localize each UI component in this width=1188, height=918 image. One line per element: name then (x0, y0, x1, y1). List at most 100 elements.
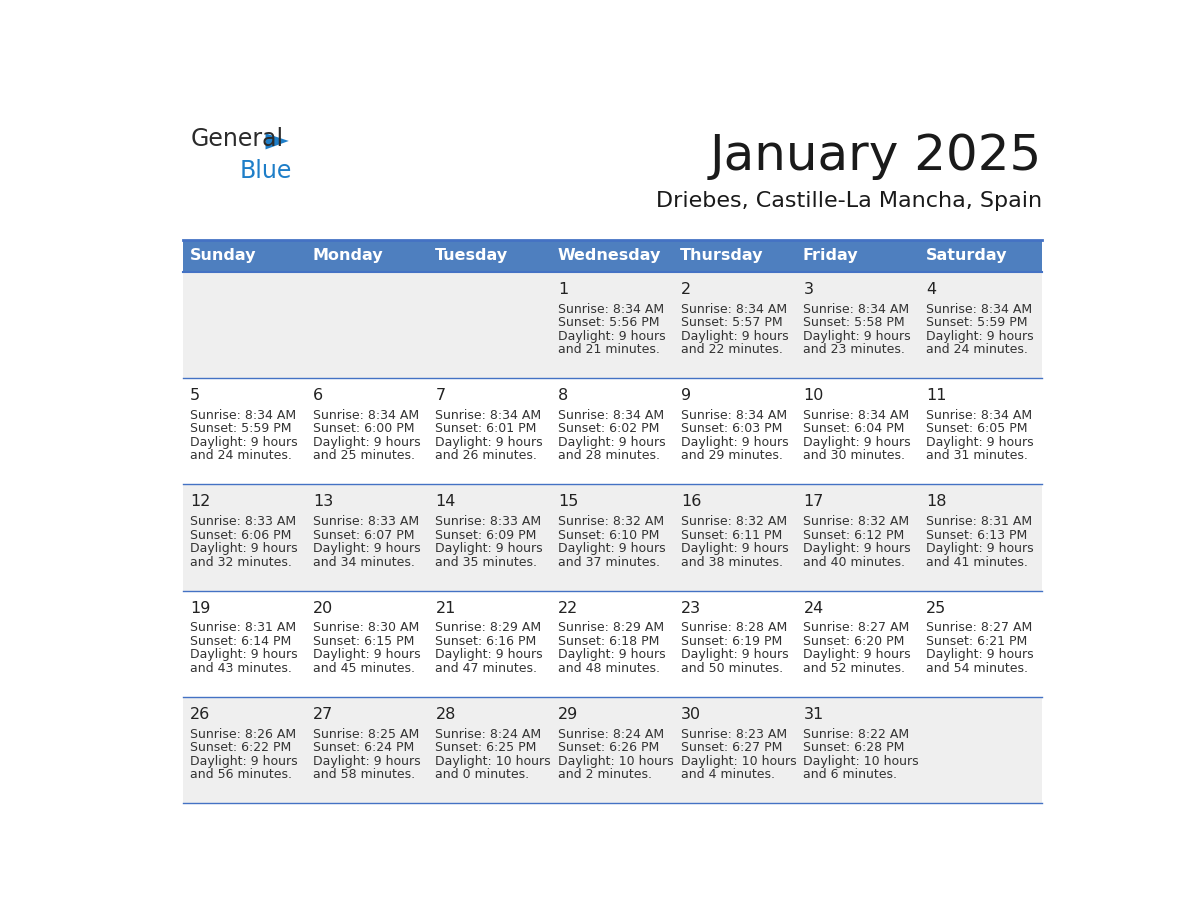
Text: Daylight: 9 hours: Daylight: 9 hours (312, 648, 421, 661)
Text: 22: 22 (558, 600, 579, 616)
Text: 17: 17 (803, 495, 823, 509)
Bar (797, 378, 920, 485)
Text: Saturday: Saturday (925, 248, 1007, 263)
Text: Sunset: 6:22 PM: Sunset: 6:22 PM (190, 741, 291, 755)
Text: Daylight: 10 hours: Daylight: 10 hours (681, 755, 796, 767)
Bar (183, 590, 307, 697)
Bar (920, 240, 1042, 272)
Text: Daylight: 9 hours: Daylight: 9 hours (803, 648, 911, 661)
Text: 3: 3 (803, 282, 814, 297)
Text: Daylight: 9 hours: Daylight: 9 hours (681, 648, 789, 661)
Bar (797, 697, 920, 803)
Text: Sunrise: 8:32 AM: Sunrise: 8:32 AM (681, 515, 786, 528)
Text: 23: 23 (681, 600, 701, 616)
Bar (797, 272, 920, 378)
Text: Daylight: 9 hours: Daylight: 9 hours (927, 543, 1034, 555)
Text: Daylight: 9 hours: Daylight: 9 hours (558, 648, 665, 661)
Text: Sunset: 6:02 PM: Sunset: 6:02 PM (558, 422, 659, 435)
Text: Sunrise: 8:30 AM: Sunrise: 8:30 AM (312, 621, 419, 634)
Text: and 22 minutes.: and 22 minutes. (681, 343, 783, 356)
Text: Sunset: 6:27 PM: Sunset: 6:27 PM (681, 741, 782, 755)
Text: Sunday: Sunday (190, 248, 255, 263)
Text: 29: 29 (558, 707, 579, 722)
Text: Sunset: 6:01 PM: Sunset: 6:01 PM (436, 422, 537, 435)
Text: 19: 19 (190, 600, 210, 616)
Text: Sunset: 6:04 PM: Sunset: 6:04 PM (803, 422, 905, 435)
Text: Sunset: 6:26 PM: Sunset: 6:26 PM (558, 741, 659, 755)
Text: 21: 21 (436, 600, 456, 616)
Text: 8: 8 (558, 388, 568, 403)
Text: 27: 27 (312, 707, 333, 722)
Text: Sunrise: 8:31 AM: Sunrise: 8:31 AM (927, 515, 1032, 528)
Text: Sunrise: 8:32 AM: Sunrise: 8:32 AM (803, 515, 910, 528)
Text: Sunrise: 8:24 AM: Sunrise: 8:24 AM (558, 728, 664, 741)
Bar (674, 590, 797, 697)
Text: Sunset: 6:25 PM: Sunset: 6:25 PM (436, 741, 537, 755)
Text: and 6 minutes.: and 6 minutes. (803, 768, 897, 781)
Text: Sunrise: 8:26 AM: Sunrise: 8:26 AM (190, 728, 296, 741)
Text: Sunrise: 8:34 AM: Sunrise: 8:34 AM (927, 303, 1032, 316)
Text: 15: 15 (558, 495, 579, 509)
Text: Sunrise: 8:34 AM: Sunrise: 8:34 AM (436, 409, 542, 422)
Text: and 31 minutes.: and 31 minutes. (927, 449, 1028, 463)
Text: 26: 26 (190, 707, 210, 722)
Text: 13: 13 (312, 495, 333, 509)
Text: Sunrise: 8:25 AM: Sunrise: 8:25 AM (312, 728, 419, 741)
Bar (307, 697, 429, 803)
Text: Sunrise: 8:23 AM: Sunrise: 8:23 AM (681, 728, 786, 741)
Bar (307, 240, 429, 272)
Text: Daylight: 9 hours: Daylight: 9 hours (190, 648, 298, 661)
Text: Daylight: 9 hours: Daylight: 9 hours (803, 543, 911, 555)
Text: Sunset: 6:16 PM: Sunset: 6:16 PM (436, 635, 537, 648)
Text: 16: 16 (681, 495, 701, 509)
Text: Sunrise: 8:34 AM: Sunrise: 8:34 AM (312, 409, 419, 422)
Text: 25: 25 (927, 600, 947, 616)
Text: Daylight: 9 hours: Daylight: 9 hours (927, 436, 1034, 449)
Bar (674, 485, 797, 590)
Text: Sunset: 6:09 PM: Sunset: 6:09 PM (436, 529, 537, 542)
Text: Sunrise: 8:34 AM: Sunrise: 8:34 AM (927, 409, 1032, 422)
Text: Sunset: 6:14 PM: Sunset: 6:14 PM (190, 635, 291, 648)
Text: Sunset: 6:15 PM: Sunset: 6:15 PM (312, 635, 415, 648)
Text: and 50 minutes.: and 50 minutes. (681, 662, 783, 675)
Text: and 43 minutes.: and 43 minutes. (190, 662, 292, 675)
Text: 30: 30 (681, 707, 701, 722)
Text: Sunset: 5:58 PM: Sunset: 5:58 PM (803, 316, 905, 330)
Text: Sunrise: 8:31 AM: Sunrise: 8:31 AM (190, 621, 296, 634)
Text: and 37 minutes.: and 37 minutes. (558, 555, 661, 568)
Bar (429, 378, 551, 485)
Bar (307, 590, 429, 697)
Text: 31: 31 (803, 707, 823, 722)
Text: Daylight: 9 hours: Daylight: 9 hours (558, 330, 665, 342)
Text: Daylight: 9 hours: Daylight: 9 hours (312, 755, 421, 767)
Text: Daylight: 9 hours: Daylight: 9 hours (927, 648, 1034, 661)
Polygon shape (266, 133, 289, 150)
Text: and 48 minutes.: and 48 minutes. (558, 662, 661, 675)
Text: Sunset: 6:07 PM: Sunset: 6:07 PM (312, 529, 415, 542)
Text: Sunset: 6:12 PM: Sunset: 6:12 PM (803, 529, 905, 542)
Text: Sunset: 6:06 PM: Sunset: 6:06 PM (190, 529, 291, 542)
Text: 4: 4 (927, 282, 936, 297)
Text: Sunset: 5:59 PM: Sunset: 5:59 PM (927, 316, 1028, 330)
Text: Daylight: 9 hours: Daylight: 9 hours (190, 755, 298, 767)
Bar (183, 378, 307, 485)
Text: Daylight: 9 hours: Daylight: 9 hours (312, 436, 421, 449)
Text: Sunrise: 8:24 AM: Sunrise: 8:24 AM (436, 728, 542, 741)
Text: Sunset: 6:05 PM: Sunset: 6:05 PM (927, 422, 1028, 435)
Text: 12: 12 (190, 495, 210, 509)
Text: 11: 11 (927, 388, 947, 403)
Text: Wednesday: Wednesday (557, 248, 661, 263)
Text: 20: 20 (312, 600, 333, 616)
Text: and 24 minutes.: and 24 minutes. (927, 343, 1028, 356)
Text: Daylight: 9 hours: Daylight: 9 hours (558, 436, 665, 449)
Text: Sunrise: 8:34 AM: Sunrise: 8:34 AM (681, 303, 786, 316)
Bar (920, 272, 1042, 378)
Text: Daylight: 9 hours: Daylight: 9 hours (190, 543, 298, 555)
Bar (183, 697, 307, 803)
Text: Sunset: 6:11 PM: Sunset: 6:11 PM (681, 529, 782, 542)
Text: and 54 minutes.: and 54 minutes. (927, 662, 1028, 675)
Bar (551, 378, 674, 485)
Text: January 2025: January 2025 (709, 131, 1042, 180)
Text: Daylight: 9 hours: Daylight: 9 hours (436, 648, 543, 661)
Text: Sunrise: 8:33 AM: Sunrise: 8:33 AM (312, 515, 419, 528)
